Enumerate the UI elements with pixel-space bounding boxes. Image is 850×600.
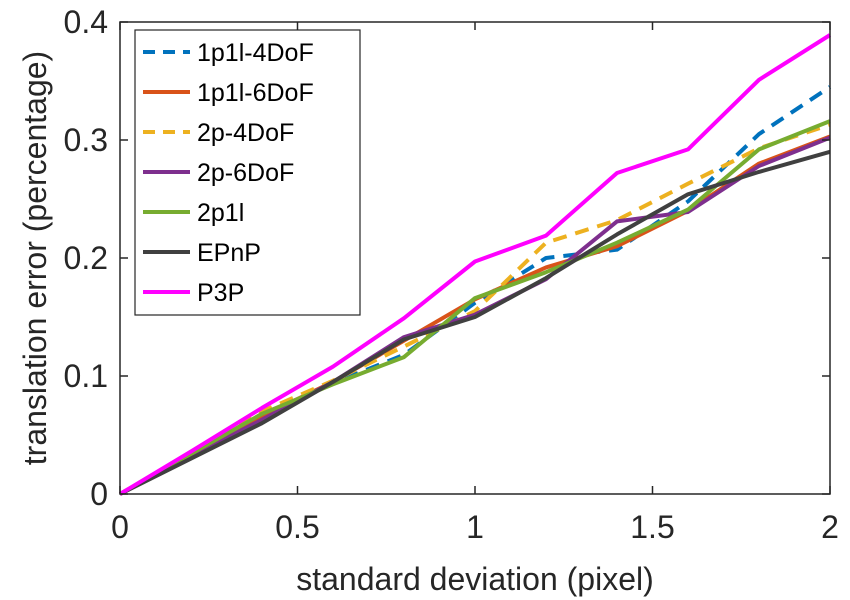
y-tick-label: 0.3 (64, 122, 108, 158)
y-tick-label: 0 (90, 476, 108, 512)
x-tick-label: 1.5 (630, 509, 674, 545)
legend-label: 2p1l (197, 199, 244, 227)
y-axis-label: translation error (percentage) (17, 51, 53, 465)
series-line-1p1l-4dof (119, 85, 832, 496)
series-line-epnp (119, 149, 831, 496)
series-line-p3p (118, 33, 832, 496)
y-tick-label: 0.2 (64, 240, 108, 276)
x-ticks: 0 0.5 1 1.5 2 (111, 22, 839, 545)
y-tick-label: 0.4 (64, 4, 108, 40)
x-axis-label: standard deviation (pixel) (296, 561, 654, 597)
x-tick-label: 2 (821, 509, 839, 545)
legend-label: P3P (197, 279, 244, 307)
x-tick-label: 0.5 (275, 509, 319, 545)
x-tick-label: 0 (111, 509, 129, 545)
series-line-2p-4dof (118, 122, 831, 496)
legend-label: 2p-6DoF (197, 159, 294, 187)
x-tick-label: 1 (466, 509, 484, 545)
series-line-2p1l (119, 119, 831, 496)
series-line-2p-6dof (119, 135, 831, 496)
y-tick-label: 0.1 (64, 358, 108, 394)
legend-label: 2p-4DoF (197, 119, 294, 147)
legend-label: EPnP (197, 239, 261, 267)
legend: 1p1l-4DoF 1p1l-6DoF 2p-4DoF 2p-6DoF 2p1l EPnP… (134, 29, 361, 316)
y-ticks: 0 0.1 0.2 0.3 0.4 (64, 4, 830, 512)
series-layer (118, 33, 832, 496)
legend-label: 1p1l-6DoF (197, 79, 314, 107)
legend-label: 1p1l-4DoF (197, 39, 314, 67)
